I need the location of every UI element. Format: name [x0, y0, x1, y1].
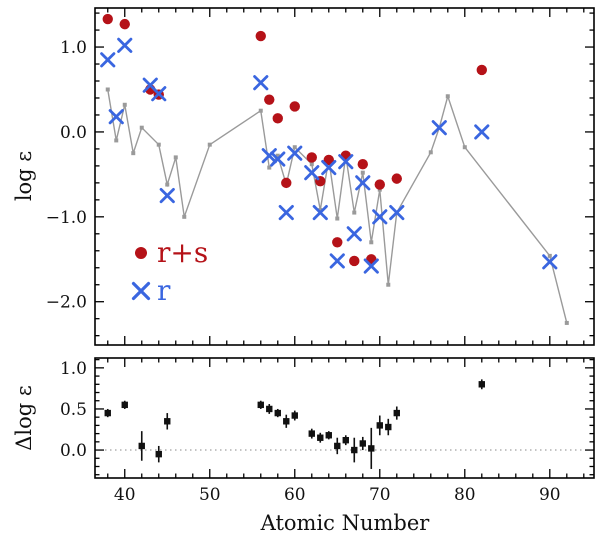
panel-bottom: 0.0 0.5 1.0 40 50 60 70 80 90	[60, 357, 595, 505]
svg-text:80: 80	[454, 485, 476, 505]
series-scaled-solar-r-process	[105, 87, 569, 325]
bottom-y-axis-label: Δlog ε	[12, 385, 36, 451]
panel-frame	[94, 7, 595, 346]
svg-text:60: 60	[284, 485, 306, 505]
svg-text:90: 90	[539, 485, 561, 505]
legend-label-r: r	[157, 274, 171, 307]
top-y-axis-label: log ε	[12, 150, 36, 202]
legend-entry-r: r	[131, 274, 171, 307]
svg-text:50: 50	[199, 485, 221, 505]
panel-top: −2.0 −1.0 0.0 1.0 r+s r	[46, 7, 595, 346]
svg-text:70: 70	[369, 485, 391, 505]
svg-text:0.0: 0.0	[60, 123, 87, 143]
series-r+s	[102, 13, 487, 267]
series-delta-log-eps	[104, 379, 485, 469]
series-r	[100, 37, 558, 274]
svg-text:40: 40	[114, 485, 136, 505]
ticks	[95, 358, 594, 478]
legend-entry-r+s: r+s	[135, 236, 208, 269]
svg-text:0.5: 0.5	[60, 400, 87, 420]
tick-labels: 0.0 0.5 1.0 40 50 60 70 80 90	[60, 359, 561, 505]
legend-label-r+s: r+s	[157, 236, 208, 269]
x-axis-label: Atomic Number	[260, 511, 430, 535]
tick-labels: −2.0 −1.0 0.0 1.0	[46, 38, 87, 313]
svg-text:0.0: 0.0	[60, 441, 87, 461]
svg-text:1.0: 1.0	[60, 359, 87, 379]
svg-text:1.0: 1.0	[60, 38, 87, 58]
panel-frame	[94, 357, 595, 479]
ticks	[95, 8, 594, 345]
svg-text:−1.0: −1.0	[46, 208, 87, 228]
svg-text:−2.0: −2.0	[46, 293, 87, 313]
